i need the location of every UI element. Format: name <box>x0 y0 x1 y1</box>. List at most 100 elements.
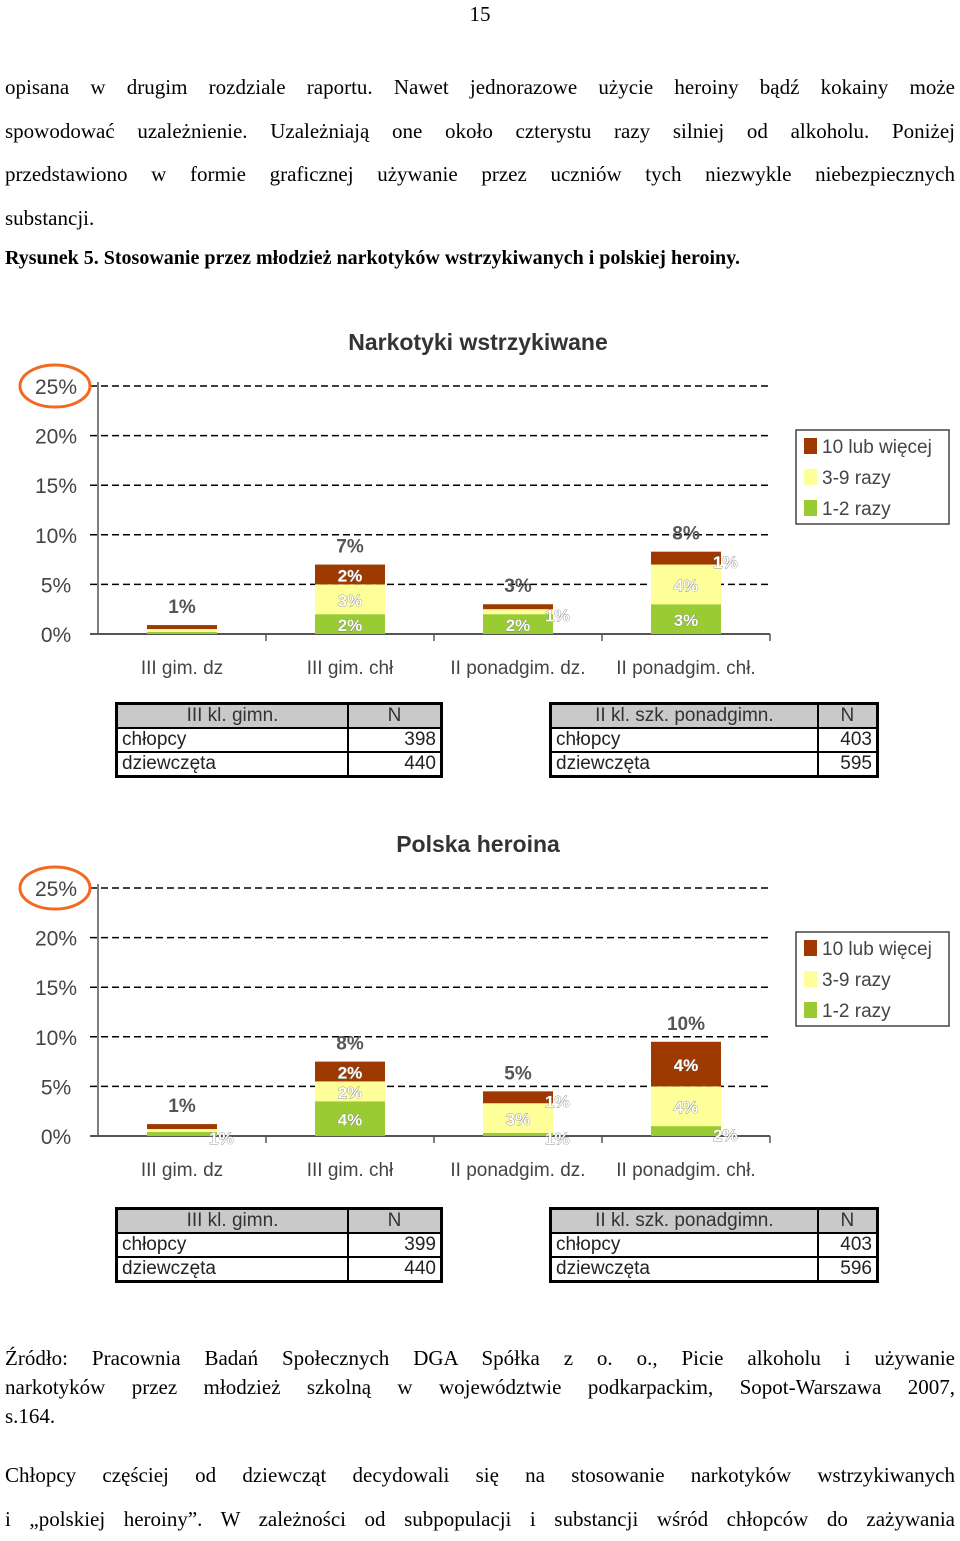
table-cell: dziewczęta <box>551 752 818 777</box>
x-tick-label: III gim. chł <box>307 658 394 679</box>
data-label: 2% <box>338 1083 363 1102</box>
table-cell: 403 <box>818 1233 878 1257</box>
table-cell: chłopcy <box>117 728 349 752</box>
bar-segment <box>147 632 217 634</box>
data-label: 3% <box>506 1110 531 1129</box>
table-cell: chłopcy <box>551 728 818 752</box>
figure-caption: Rysunek 5. Stosowanie przez młodzież nar… <box>5 247 740 270</box>
page-number: 15 <box>0 2 960 27</box>
y-tick-label: 0% <box>41 1126 71 1149</box>
x-tick-label: III gim. dz <box>141 658 223 679</box>
total-label: 8% <box>336 1034 364 1055</box>
text-line: Chłopcy częściej od dziewcząt decydowali… <box>5 1454 955 1498</box>
table-cell: 398 <box>348 728 442 752</box>
legend-label: 1-2 razy <box>822 499 891 520</box>
outro-paragraph: Chłopcy częściej od dziewcząt decydowali… <box>5 1454 955 1541</box>
x-tick-label: III gim. dz <box>141 1160 223 1181</box>
x-tick-label: III gim. chł <box>307 1160 394 1181</box>
y-tick-label: 5% <box>41 1076 71 1099</box>
text-line: narkotyków przez młodzież szkolną w woje… <box>5 1373 955 1402</box>
data-label: 1% <box>713 553 738 572</box>
intro-paragraph: opisana w drugim rozdziale raportu. Nawe… <box>5 66 955 240</box>
bar-segment <box>147 629 217 632</box>
bar-segment <box>483 1091 553 1103</box>
bar-segment <box>147 1124 217 1129</box>
x-tick-label: II ponadgim. dz. <box>450 1160 585 1181</box>
table-header: N <box>818 704 878 729</box>
text-line: przedstawiono w formie graficznej używan… <box>5 153 955 197</box>
legend-label: 10 lub więcej <box>822 437 932 458</box>
data-label: 2% <box>338 616 363 635</box>
total-label: 7% <box>336 537 364 558</box>
data-label: 4% <box>674 1098 699 1117</box>
y-tick-label: 0% <box>41 624 71 647</box>
y-tick-label: 15% <box>35 475 77 498</box>
data-label: 1% <box>545 607 570 626</box>
table-cell: dziewczęta <box>551 1257 818 1282</box>
total-label: 5% <box>504 1063 532 1084</box>
legend-label: 1-2 razy <box>822 1001 891 1022</box>
y-tick-label: 10% <box>35 1027 77 1050</box>
text-line: s.164. <box>5 1402 955 1431</box>
legend-swatch <box>804 1002 817 1018</box>
y-tick-label: 20% <box>35 426 77 449</box>
chart-title: Polska heroina <box>396 831 560 857</box>
bar-segment <box>147 1129 217 1132</box>
x-tick-label: II ponadgim. dz. <box>450 658 585 679</box>
bar-segment <box>483 609 553 614</box>
data-label: 2% <box>713 1126 738 1145</box>
table-cell: 596 <box>818 1257 878 1282</box>
table-header: II kl. szk. ponadgimn. <box>551 1209 818 1234</box>
table-header: N <box>348 704 442 729</box>
y-tick-label: 20% <box>35 928 77 951</box>
y-tick-label: 25% <box>35 878 77 901</box>
bar-segment <box>483 604 553 609</box>
table-header: N <box>348 1209 442 1234</box>
table-header: III kl. gimn. <box>117 1209 349 1234</box>
total-label: 1% <box>168 597 196 618</box>
table-header: II kl. szk. ponadgimn. <box>551 704 818 729</box>
data-label: 2% <box>506 616 531 635</box>
chart-title: Narkotyki wstrzykiwane <box>348 329 608 355</box>
legend-label: 3-9 razy <box>822 468 891 489</box>
table-cell: chłopcy <box>551 1233 818 1257</box>
legend-swatch <box>804 438 817 454</box>
table-header: III kl. gimn. <box>117 704 349 729</box>
bar-segment <box>483 1133 553 1136</box>
legend-label: 10 lub więcej <box>822 939 932 960</box>
y-tick-label: 25% <box>35 376 77 399</box>
data-label: 4% <box>674 576 699 595</box>
table-cell: 440 <box>348 752 442 777</box>
table-cell: 403 <box>818 728 878 752</box>
table-header: N <box>818 1209 878 1234</box>
text-line: opisana w drugim rozdziale raportu. Nawe… <box>5 66 955 110</box>
table-cell: dziewczęta <box>117 752 349 777</box>
total-label: 1% <box>168 1096 196 1117</box>
y-tick-label: 5% <box>41 574 71 597</box>
data-label: 2% <box>338 566 363 585</box>
bar-segment <box>147 625 217 629</box>
legend-swatch <box>804 940 817 956</box>
legend-swatch <box>804 469 817 485</box>
text-line: Źródło: Pracownia Badań Społecznych DGA … <box>5 1344 955 1373</box>
table-cell: 595 <box>818 752 878 777</box>
data-label: 1% <box>545 1092 570 1111</box>
data-label: 4% <box>674 1056 699 1075</box>
x-tick-label: II ponadgim. chł. <box>616 1160 755 1181</box>
bar-segment <box>651 1126 721 1136</box>
chart-svg: Narkotyki wstrzykiwane0%5%10%15%20%25%II… <box>0 320 960 690</box>
bar-segment <box>147 1132 217 1136</box>
data-label: 3% <box>338 591 363 610</box>
total-label: 8% <box>672 524 700 545</box>
text-line: spowodować uzależnienie. Uzależniają one… <box>5 110 955 154</box>
total-label: 3% <box>504 576 532 597</box>
data-label: 4% <box>338 1111 363 1130</box>
text-line: i „polskiej heroiny”. W zależności od su… <box>5 1498 955 1541</box>
total-label: 10% <box>667 1014 705 1035</box>
legend-swatch <box>804 971 817 987</box>
